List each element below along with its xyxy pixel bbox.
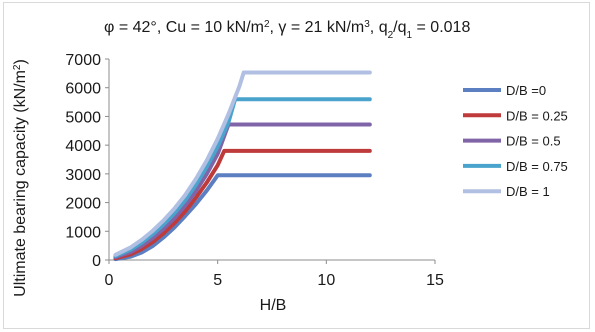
y-tick-label: 7000 (65, 52, 101, 69)
y-tick-label: 4000 (65, 138, 101, 155)
series-line-0 (113, 173, 372, 262)
axes (108, 59, 435, 261)
series-line-2 (113, 122, 372, 260)
x-tick-label: 15 (426, 272, 444, 289)
x-axis-title: H/B (260, 297, 287, 314)
series-lines (113, 70, 372, 262)
x-tick-label: 5 (213, 272, 222, 289)
y-tick-label: 5000 (65, 109, 101, 126)
y-tick-label: 2000 (65, 196, 101, 213)
legend-label-2: D/B = 0.5 (506, 134, 561, 149)
y-tick-label: 6000 (65, 81, 101, 98)
y-axis-title: Ultimate bearing capacity (kN/m2) (12, 59, 30, 297)
series-line-3 (113, 97, 372, 258)
chart-title: φ = 42°, Cu = 10 kN/m2, γ = 21 kN/m3, q2… (104, 19, 470, 41)
y-tick-label: 3000 (65, 167, 101, 184)
chart-svg: φ = 42°, Cu = 10 kN/m2, γ = 21 kN/m3, q2… (12, 19, 568, 315)
legend-label-0: D/B =0 (506, 83, 546, 98)
legend-label-3: D/B = 0.75 (506, 159, 568, 174)
series-line-4 (113, 70, 372, 257)
y-tick-label: 1000 (65, 224, 101, 241)
x-tick-label: 0 (105, 272, 114, 289)
legend-label-1: D/B = 0.25 (506, 108, 568, 123)
y-tick-label: 0 (92, 253, 101, 270)
x-tick-label: 10 (317, 272, 335, 289)
x-tick-labels: 0 5 10 15 (105, 260, 444, 289)
series-line-1 (113, 148, 372, 261)
legend: D/B =0 D/B = 0.25 D/B = 0.5 D/B = 0.75 D/B =… (463, 83, 568, 199)
chart-frame: φ = 42°, Cu = 10 kN/m2, γ = 21 kN/m3, q2… (3, 2, 590, 329)
legend-label-4: D/B = 1 (506, 184, 550, 199)
y-tick-labels: 0 1000 2000 3000 4000 5000 6000 7000 (65, 52, 109, 270)
